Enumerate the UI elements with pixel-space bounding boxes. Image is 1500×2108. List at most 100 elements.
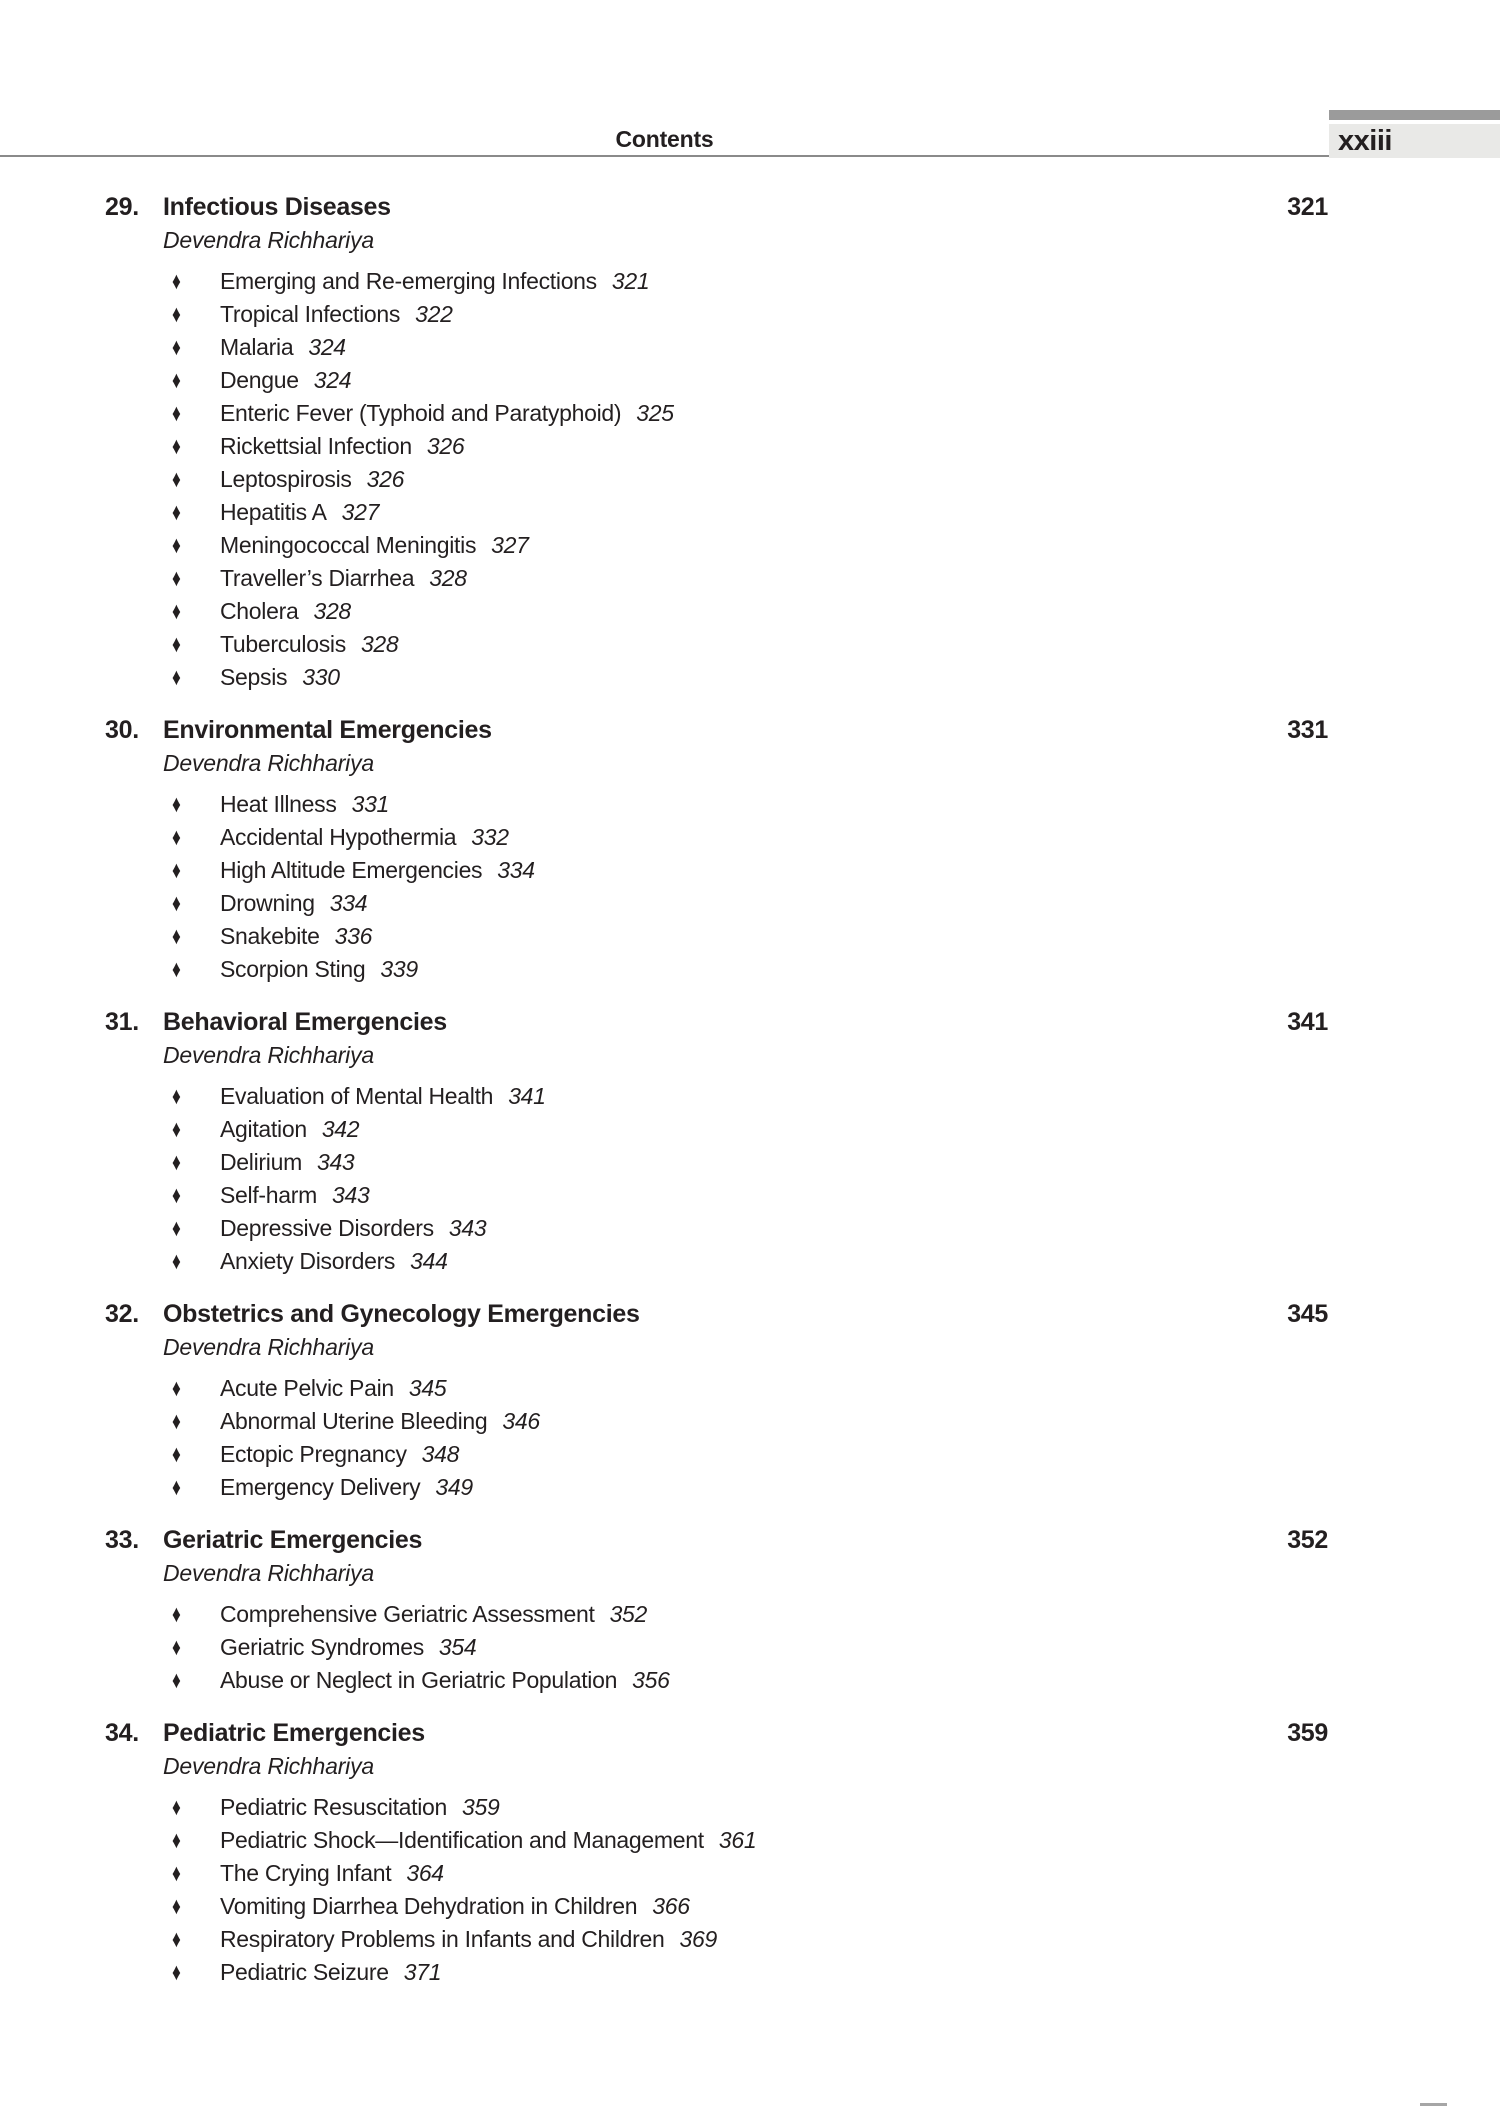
chapter-entry: 29. Infectious Diseases 321 Devendra Richha… — [105, 193, 1328, 694]
topic-title: Meningococcal Meningitis — [220, 532, 477, 558]
topic-row: ♦ Dengue 324 — [105, 364, 1328, 397]
running-header-title: Contents — [615, 126, 714, 152]
diamond-bullet-icon: ♦ — [172, 1405, 220, 1438]
chapter-title: Infectious Diseases — [163, 193, 391, 221]
topic-title: Pediatric Seizure — [220, 1959, 389, 1985]
topic-row: ♦ Agitation 342 — [105, 1113, 1328, 1146]
topic-row: ♦ Respiratory Problems in Infants and Chi… — [105, 1923, 1328, 1956]
topic-page-number: 339 — [380, 956, 418, 982]
topic-page-number: 346 — [502, 1408, 540, 1434]
diamond-bullet-icon: ♦ — [172, 920, 220, 953]
diamond-bullet-icon: ♦ — [172, 821, 220, 854]
diamond-glyph: ♦ — [172, 631, 181, 658]
diamond-glyph: ♦ — [172, 791, 181, 818]
diamond-glyph: ♦ — [172, 433, 181, 460]
chapter-author: Devendra Richhariya — [163, 1560, 374, 1586]
topic-page-number: 327 — [491, 532, 529, 558]
topic-title: Evaluation of Mental Health — [220, 1083, 494, 1109]
topic-row: ♦ The Crying Infant 364 — [105, 1857, 1328, 1890]
topic-row: ♦ Pediatric Resuscitation 359 — [105, 1791, 1328, 1824]
diamond-glyph: ♦ — [172, 1248, 181, 1275]
table-of-contents: 29. Infectious Diseases 321 Devendra Richha… — [105, 193, 1328, 1989]
diamond-glyph: ♦ — [172, 1408, 181, 1435]
chapter-page-number: 341 — [1287, 1008, 1328, 1036]
topic-page-number: 324 — [313, 367, 352, 393]
topic-page-number: 342 — [321, 1116, 360, 1142]
diamond-bullet-icon: ♦ — [172, 331, 220, 364]
topic-list: ♦ Heat Illness 331 ♦ Accidental Hypothermia 3… — [105, 788, 1328, 986]
diamond-bullet-icon: ♦ — [172, 1598, 220, 1631]
diamond-glyph: ♦ — [172, 334, 181, 361]
diamond-bullet-icon: ♦ — [172, 1824, 220, 1857]
topic-title: Ectopic Pregnancy — [220, 1441, 407, 1467]
topic-title: Traveller’s Diarrhea — [220, 565, 415, 591]
chapter-heading: 29. Infectious Diseases 321 — [105, 193, 1328, 221]
topic-row: ♦ Emergency Delivery 349 — [105, 1471, 1328, 1504]
topic-page-number: 343 — [448, 1215, 487, 1241]
topic-row: ♦ Abuse or Neglect in Geriatric Populatio… — [105, 1664, 1328, 1697]
page-number-tab: xxiii — [1329, 124, 1500, 158]
chapter-entry: 32. Obstetrics and Gynecology Emergencies… — [105, 1300, 1328, 1504]
chapter-number: 30. — [105, 716, 139, 744]
diamond-glyph: ♦ — [172, 400, 181, 427]
topic-row: ♦ Comprehensive Geriatric Assessment 352 — [105, 1598, 1328, 1631]
diamond-bullet-icon: ♦ — [172, 463, 220, 496]
chapter-title: Obstetrics and Gynecology Emergencies — [163, 1300, 640, 1328]
diamond-glyph: ♦ — [172, 956, 181, 983]
chapter-title: Environmental Emergencies — [163, 716, 492, 744]
diamond-bullet-icon: ♦ — [172, 1631, 220, 1664]
chapter-entry: 33. Geriatric Emergencies 352 Devendra Rich… — [105, 1526, 1328, 1697]
chapter-entry: 30. Environmental Emergencies 331 Devendra … — [105, 716, 1328, 986]
topic-row: ♦ Heat Illness 331 — [105, 788, 1328, 821]
chapter-number: 33. — [105, 1526, 139, 1554]
topic-page-number: 326 — [366, 466, 405, 492]
diamond-glyph: ♦ — [172, 1860, 181, 1887]
diamond-bullet-icon: ♦ — [172, 887, 220, 920]
topic-list: ♦ Pediatric Resuscitation 359 ♦ Pediatric Sh… — [105, 1791, 1328, 1989]
diamond-bullet-icon: ♦ — [172, 661, 220, 694]
topic-row: ♦ Tuberculosis 328 — [105, 628, 1328, 661]
topic-title: Acute Pelvic Pain — [220, 1375, 394, 1401]
topic-page-number: 334 — [497, 857, 535, 883]
chapter-author: Devendra Richhariya — [163, 1753, 374, 1779]
diamond-glyph: ♦ — [172, 1794, 181, 1821]
topic-row: ♦ Drowning 334 — [105, 887, 1328, 920]
topic-row: ♦ Anxiety Disorders 344 — [105, 1245, 1328, 1278]
topic-row: ♦ High Altitude Emergencies 334 — [105, 854, 1328, 887]
topic-title: Respiratory Problems in Infants and Chil… — [220, 1926, 665, 1952]
diamond-bullet-icon: ♦ — [172, 1890, 220, 1923]
chapter-heading: 31. Behavioral Emergencies 341 — [105, 1008, 1328, 1036]
topic-page-number: 344 — [410, 1248, 448, 1274]
topic-title: Hepatitis A — [220, 499, 327, 525]
chapter-entry: 31. Behavioral Emergencies 341 Devendra Ric… — [105, 1008, 1328, 1278]
topic-row: ♦ Acute Pelvic Pain 345 — [105, 1372, 1328, 1405]
topic-row: ♦ Vomiting Diarrhea Dehydration in Childr… — [105, 1890, 1328, 1923]
diamond-bullet-icon: ♦ — [172, 1438, 220, 1471]
diamond-glyph: ♦ — [172, 1893, 181, 1920]
chapter-heading: 32. Obstetrics and Gynecology Emergencies… — [105, 1300, 1328, 1328]
topic-page-number: 366 — [652, 1893, 690, 1919]
header-divider-rule — [0, 155, 1329, 157]
topic-page-number: 343 — [316, 1149, 355, 1175]
diamond-bullet-icon: ♦ — [172, 595, 220, 628]
diamond-glyph: ♦ — [172, 1926, 181, 1953]
topic-list: ♦ Emerging and Re-emerging Infections 321 ♦… — [105, 265, 1328, 694]
diamond-bullet-icon: ♦ — [172, 1664, 220, 1697]
topic-title: Accidental Hypothermia — [220, 824, 457, 850]
diamond-bullet-icon: ♦ — [172, 1245, 220, 1278]
topic-page-number: 359 — [462, 1794, 500, 1820]
diamond-glyph: ♦ — [172, 1634, 181, 1661]
topic-title: Enteric Fever (Typhoid and Paratyphoid) — [220, 400, 622, 426]
topic-row: ♦ Geriatric Syndromes 354 — [105, 1631, 1328, 1664]
diamond-glyph: ♦ — [172, 499, 181, 526]
diamond-glyph: ♦ — [172, 824, 181, 851]
topic-row: ♦ Emerging and Re-emerging Infections 321 — [105, 265, 1328, 298]
topic-row: ♦ Pediatric Seizure 371 — [105, 1956, 1328, 1989]
topic-title: Anxiety Disorders — [220, 1248, 396, 1274]
chapter-page-number: 359 — [1287, 1719, 1328, 1747]
topic-page-number: 349 — [435, 1474, 473, 1500]
topic-row: ♦ Ectopic Pregnancy 348 — [105, 1438, 1328, 1471]
topic-page-number: 325 — [636, 400, 674, 426]
diamond-glyph: ♦ — [172, 857, 181, 884]
